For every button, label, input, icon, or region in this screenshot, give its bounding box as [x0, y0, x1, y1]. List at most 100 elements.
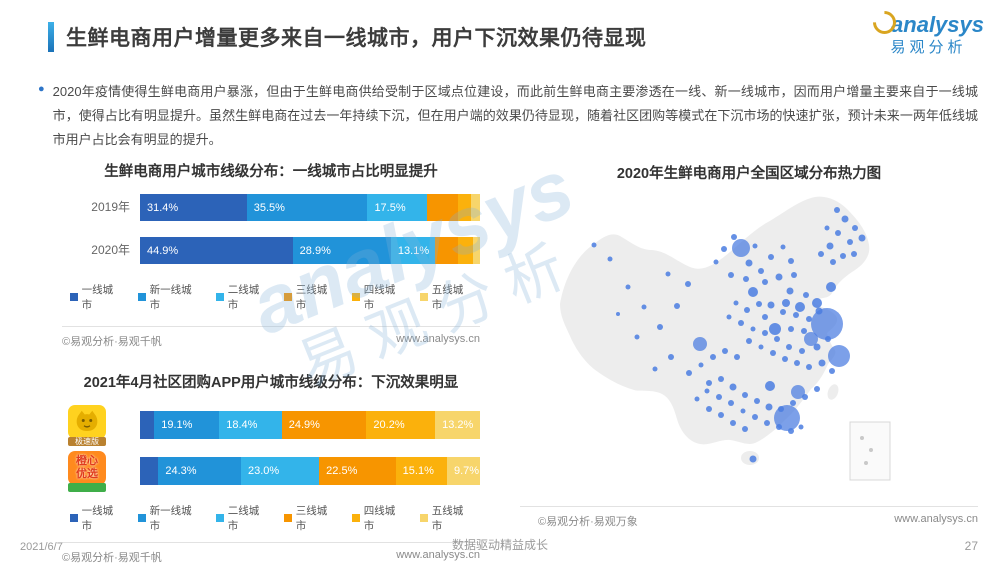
user-density-dot — [847, 239, 853, 245]
chart1-source: ©易观分析·易观千帆 www.analysys.cn — [62, 333, 480, 349]
user-density-dot — [764, 420, 770, 426]
user-density-dot — [718, 376, 724, 382]
bar-segment: 9.7% — [446, 457, 480, 485]
user-density-dot — [668, 354, 674, 360]
user-density-dot — [802, 394, 808, 400]
source-url: www.analysys.cn — [396, 549, 480, 561]
china-heatmap — [540, 186, 960, 498]
user-density-dot — [729, 383, 737, 391]
bar-segment: 24.9% — [281, 411, 367, 439]
user-density-dot — [758, 268, 764, 274]
app-icon-cell: 橙心 优选 — [62, 450, 140, 492]
year-label: 2020年 — [91, 243, 130, 257]
user-density-dot — [762, 330, 768, 336]
chart2-source: ©易观分析·易观千帆 www.analysys.cn — [62, 549, 480, 563]
segment-value-label: 22.5% — [326, 465, 358, 477]
chart2-title: 2021年4月社区团购APP用户城市线级分布：下沉效果明显 — [83, 375, 459, 391]
user-density-dot — [806, 316, 812, 322]
user-density-dot — [818, 359, 826, 367]
footer-page-number: 27 — [964, 539, 978, 553]
user-density-dot — [791, 272, 797, 278]
chart1-bar-row: 2019年 31.4% 35.5% 17.5% — [62, 194, 480, 221]
intro-paragraph: 2020年疫情使得生鲜电商用户暴涨，但由于生鲜电商供给受制于区域点位建设，而此前… — [52, 84, 978, 148]
user-density-dot — [742, 392, 748, 398]
taiwan-island — [827, 384, 839, 400]
legend-item: 二线城市 — [216, 282, 268, 312]
user-density-dot — [786, 287, 794, 295]
bar-segment: 18.4% — [219, 411, 282, 439]
user-density-dot — [693, 337, 707, 351]
legend-item: 一线城市 — [70, 282, 122, 312]
legend-item: 二线城市 — [216, 503, 268, 533]
segment-value-label: 17.5% — [374, 201, 406, 214]
user-density-dot — [774, 336, 780, 342]
chengxin-youxuan-app-icon: 橙心 优选 — [68, 450, 106, 485]
bar-segment: 22.5% — [319, 457, 396, 485]
user-density-dot — [607, 256, 613, 262]
legend-item: 三线城市 — [284, 503, 336, 533]
bullet-icon: ● — [38, 83, 45, 95]
bar-segment: 24.3% — [158, 457, 241, 485]
segment-value-label: 15.1% — [402, 465, 434, 477]
user-density-dot — [812, 298, 822, 308]
user-density-dot — [704, 388, 710, 394]
user-density-dot — [803, 292, 809, 298]
user-density-dot — [754, 398, 760, 404]
user-density-dot — [694, 396, 700, 402]
user-density-dot — [765, 381, 775, 391]
segment-value-label: 18.4% — [226, 419, 258, 431]
user-density-dot — [830, 259, 836, 265]
user-density-dot — [790, 400, 796, 406]
inset-island-mark — [864, 461, 868, 465]
user-density-dot — [826, 242, 834, 250]
chart2-legend: 一线城市 新一线城市 二线城市 三线城市 四线城市 五线城市 — [62, 503, 480, 533]
user-density-dot — [625, 284, 631, 290]
intro-block: ● 2020年疫情使得生鲜电商用户暴涨，但由于生鲜电商供给受制于区域点位建设，而… — [38, 80, 978, 152]
user-density-dot — [788, 428, 794, 434]
user-density-dot — [791, 385, 805, 399]
user-density-dot — [765, 403, 773, 411]
segment-value-label: 9.7% — [453, 465, 480, 477]
legend-item: 四线城市 — [352, 503, 404, 533]
user-density-dot — [793, 312, 799, 318]
user-density-dot — [665, 271, 671, 277]
user-density-dot — [743, 276, 749, 282]
inset-island-mark — [869, 448, 873, 452]
source-left: ©易观分析·易观千帆 — [62, 552, 162, 563]
left-column: 生鲜电商用户城市线级分布：一线城市占比明显提升 2019年 31.4% 35.5% 1… — [62, 160, 480, 563]
user-density-dot — [799, 348, 805, 354]
user-density-dot — [825, 336, 831, 342]
user-density-dot — [858, 234, 866, 242]
chart1-title: 生鲜电商用户城市线级分布：一线城市占比明显提升 — [104, 164, 438, 180]
stacked-bar: 24.3% 23.0% 22.5% 15.1% 9.7% — [140, 457, 480, 485]
user-density-dot — [740, 408, 746, 414]
app-name-text: 橙心 优选 — [76, 455, 98, 480]
bar-segment — [426, 194, 458, 221]
user-density-dot — [776, 424, 782, 430]
segment-value-label: 23.0% — [247, 465, 280, 477]
legend-item: 五线城市 — [420, 282, 472, 312]
user-density-dot — [815, 307, 823, 315]
user-density-dot — [713, 259, 719, 265]
chart2-rows: 极速版 19.1% 18.4% 24.9% 20.2% 13.2% 橙心 优选 24.3% 23.… — [62, 403, 480, 493]
divider — [62, 542, 480, 543]
user-density-dot — [769, 323, 781, 335]
user-density-dot — [835, 230, 841, 236]
segment-value-label: 28.9% — [299, 244, 331, 257]
stacked-bar: 44.9% 28.9% 13.1% — [140, 237, 480, 264]
legend-item: 四线城市 — [352, 282, 404, 312]
inset-island-mark — [860, 436, 864, 440]
legend-item: 新一线城市 — [137, 503, 200, 533]
bar-segment: 23.0% — [240, 457, 320, 485]
user-density-dot — [752, 243, 758, 249]
chart1-rows: 2019年 31.4% 35.5% 17.5% 2020年 44.9% 28.9% 13.1% — [62, 194, 480, 264]
stacked-bar: 31.4% 35.5% 17.5% — [140, 194, 480, 221]
app-icon-ribbon — [68, 482, 106, 492]
chart2-bar-row: 橙心 优选 24.3% 23.0% 22.5% 15.1% 9.7% — [62, 449, 480, 493]
segment-value-label: 19.1% — [161, 419, 193, 431]
bar-segment — [471, 194, 480, 221]
page-title: 生鲜电商用户增量更多来自一线城市，用户下沉效果仍待显现 — [66, 27, 647, 50]
user-density-dot — [762, 279, 768, 285]
user-density-dot — [718, 412, 724, 418]
user-density-dot — [721, 246, 727, 252]
